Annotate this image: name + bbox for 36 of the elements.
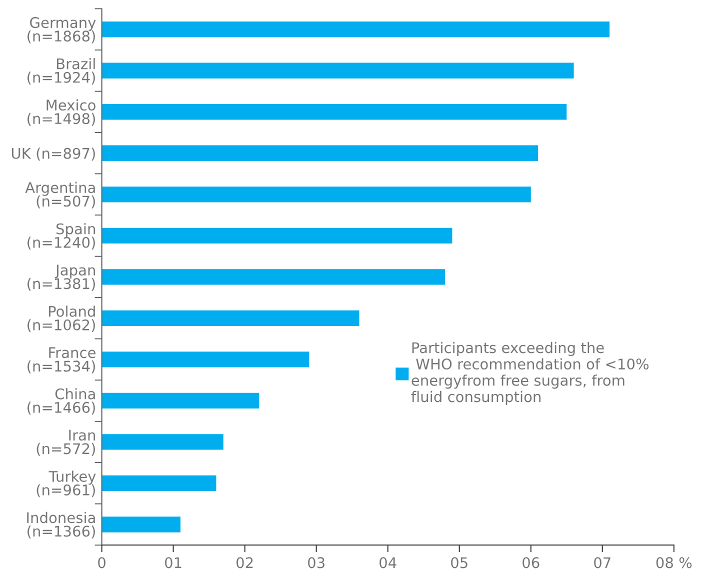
bar (102, 352, 310, 368)
y-tick-label: Iran (n=572) (36, 430, 95, 456)
y-tick-label: France (n=1534) (28, 347, 96, 374)
bar (102, 269, 446, 285)
bar (102, 434, 224, 450)
y-tick-label: Brazil (n=1924) (28, 58, 95, 85)
bar (102, 62, 574, 78)
bar (102, 475, 216, 492)
legend-label: Participants exceeding the WHO recommendation of <10% energyfrom free sugars, from fluid consumption (411, 342, 649, 406)
x-tick-label: 06 (522, 557, 540, 568)
y-tick-label: Mexico (n=1498) (28, 99, 96, 126)
x-tick-label: 01 (164, 557, 182, 568)
x-tick-label: 02 (236, 557, 253, 568)
x-tick-label: 07 (594, 557, 610, 568)
bar (102, 186, 531, 202)
x-tick-label: 04 (380, 557, 396, 568)
y-tick-label: Indonesia (n=1366) (27, 512, 95, 538)
bar (102, 516, 180, 532)
y-tick-label: Turkey (n=961) (36, 470, 96, 498)
bar (102, 310, 360, 326)
y-tick-label: Germany (n=1868) (28, 17, 96, 44)
bar (102, 392, 260, 409)
bar (102, 145, 538, 161)
x-tick-label: 05 (451, 557, 468, 568)
bar (102, 228, 452, 244)
y-tick-label: Poland (n=1062) (28, 306, 95, 332)
y-tick-label: Argentina (n=507) (25, 182, 95, 208)
y-tick-label: China (n=1466) (28, 388, 95, 415)
x-tick-label: 08 % (656, 557, 692, 568)
x-tick-label: 03 (308, 557, 324, 568)
x-tick-label: 0 (98, 557, 106, 568)
bar (102, 104, 567, 120)
y-tick-label: UK (n=897) (12, 148, 95, 161)
y-tick-label: Japan (n=1381) (28, 264, 95, 291)
y-tick-label: Spain (n=1240) (28, 223, 95, 250)
bar (102, 22, 610, 38)
